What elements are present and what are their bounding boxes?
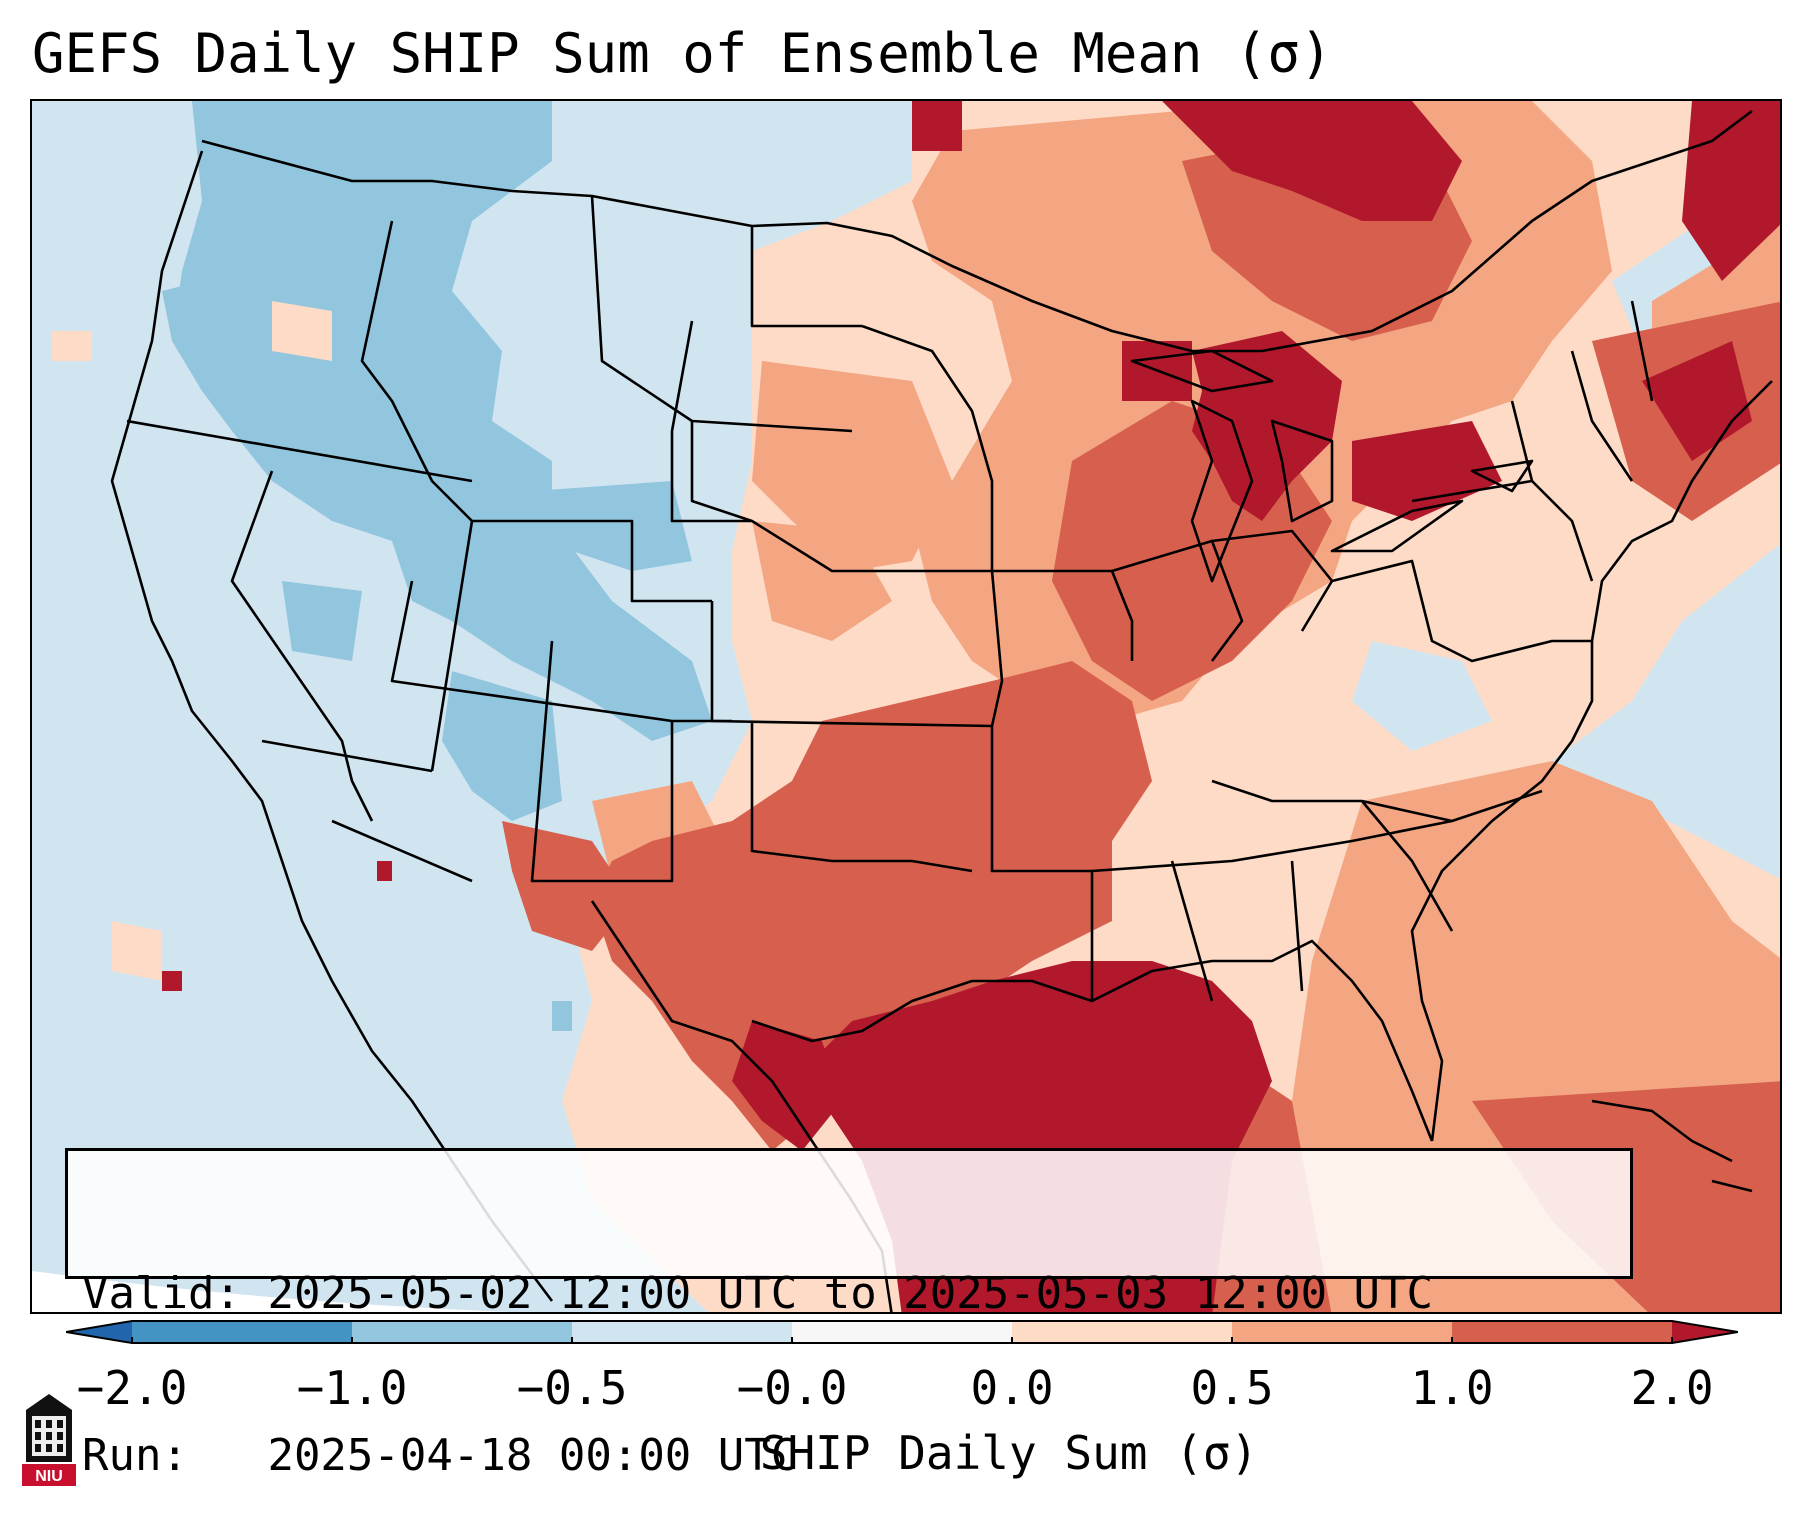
colorbar-segment bbox=[572, 1321, 793, 1343]
colorbar bbox=[66, 1320, 1738, 1344]
map-panel bbox=[30, 99, 1782, 1314]
colorbar-segment bbox=[66, 1321, 132, 1343]
valid-value: 2025-05-02 12:00 UTC to 2025-05-03 12:00… bbox=[267, 1268, 1434, 1319]
map-canvas bbox=[32, 101, 1780, 1312]
niu-tower-logo-icon: NIU bbox=[22, 1394, 76, 1486]
run-value: 2025-04-18 00:00 UTC bbox=[267, 1430, 798, 1481]
map-borders bbox=[110, 109, 1773, 1312]
valid-line: Valid: 2025-05-02 12:00 UTC to 2025-05-0… bbox=[82, 1267, 1630, 1321]
run-label: Run: bbox=[82, 1430, 188, 1481]
colorbar-segment bbox=[352, 1321, 573, 1343]
colorbar-segment bbox=[1672, 1321, 1738, 1343]
colorbar-segments bbox=[66, 1320, 1738, 1344]
projection-edge bbox=[32, 1271, 510, 1312]
colorbar-segment bbox=[1452, 1321, 1673, 1343]
colorbar-tick-label: −0.5 bbox=[516, 1361, 628, 1415]
colorbar-tick-label: 2.0 bbox=[1630, 1361, 1714, 1415]
colorbar-tick-label: 0.0 bbox=[970, 1361, 1054, 1415]
colorbar-segment bbox=[132, 1321, 353, 1343]
map-title: GEFS Daily SHIP Sum of Ensemble Mean (σ) bbox=[32, 22, 1333, 85]
colorbar-tick-label: −1.0 bbox=[296, 1361, 408, 1415]
colorbar-label: SHIP Daily Sum (σ) bbox=[759, 1426, 1259, 1480]
colorbar-segment bbox=[1012, 1321, 1233, 1343]
colorbar-segment bbox=[792, 1321, 1013, 1343]
run-line: Run: 2025-04-18 00:00 UTC bbox=[82, 1429, 1630, 1483]
colorbar-segment bbox=[1232, 1321, 1453, 1343]
validity-info-box: Valid: 2025-05-02 12:00 UTC to 2025-05-0… bbox=[65, 1148, 1633, 1481]
field-below-neg-half bbox=[162, 101, 712, 1031]
colorbar-tick-label: 0.5 bbox=[1190, 1361, 1274, 1415]
colorbar-tick-label: −2.0 bbox=[76, 1361, 188, 1415]
valid-label: Valid: bbox=[82, 1268, 241, 1319]
colorbar-ticks bbox=[131, 1337, 1673, 1344]
logo-text: NIU bbox=[35, 1468, 63, 1485]
colorbar-tick-label: 1.0 bbox=[1410, 1361, 1494, 1415]
colorbar-tick-label: −0.0 bbox=[736, 1361, 848, 1415]
